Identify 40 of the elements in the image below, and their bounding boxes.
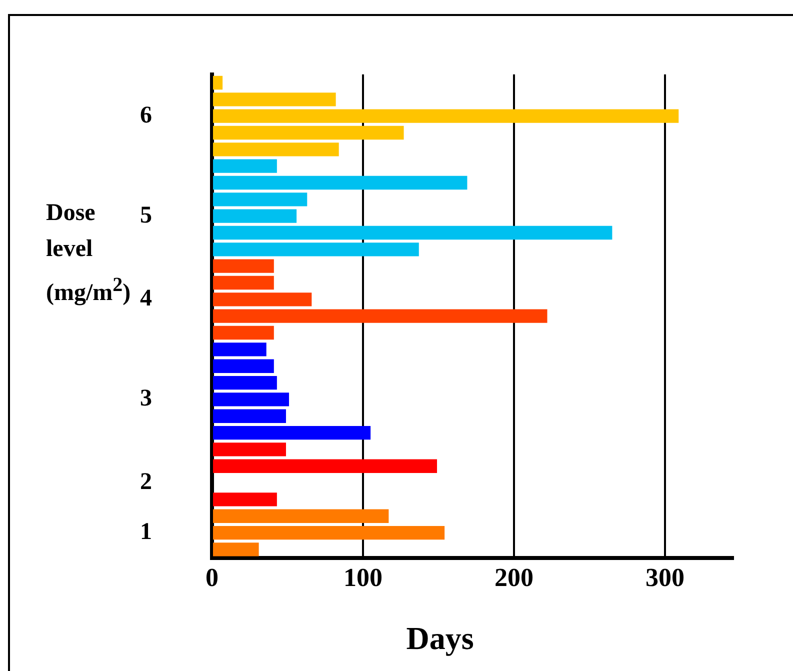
bar: [213, 226, 612, 240]
y-tick-label: 2: [140, 468, 152, 495]
y-tick-label: 4: [140, 286, 152, 312]
x-tick-label: 300: [646, 563, 685, 592]
bar: [213, 126, 404, 140]
bar: [213, 242, 419, 256]
bar: [213, 109, 679, 123]
bar: [213, 309, 548, 323]
bar: [213, 409, 286, 423]
bar: [213, 376, 277, 390]
y-tick-label: 5: [140, 202, 152, 228]
bar: [213, 92, 336, 106]
bar: [213, 492, 277, 506]
y-tick-label: 1: [140, 519, 152, 545]
bar: [213, 426, 371, 440]
bar: [213, 342, 266, 356]
bar: [213, 76, 223, 90]
bar: [213, 259, 274, 273]
bar: [213, 526, 445, 540]
bar: [213, 192, 308, 206]
bar: [213, 159, 277, 173]
bar: [213, 292, 312, 306]
bar: [213, 142, 339, 156]
y-tick-label: 3: [140, 386, 152, 412]
x-tick-label: 200: [494, 563, 534, 592]
y-tick-label: 6: [140, 102, 152, 128]
bar: [213, 209, 297, 223]
bar: [213, 459, 438, 473]
bar: [213, 509, 389, 523]
x-tick-label: 0: [206, 563, 218, 592]
x-axis-title: Days: [405, 620, 475, 657]
bar: [213, 542, 259, 556]
bar: [213, 326, 274, 340]
bar: [213, 392, 290, 406]
y-axis-title: Dose level (mg/m$^{2}$): [46, 199, 132, 308]
bar: [213, 176, 468, 190]
bar: [213, 359, 274, 373]
x-tick-label: 100: [344, 563, 383, 592]
bar: [213, 276, 274, 290]
bar: [213, 442, 286, 456]
